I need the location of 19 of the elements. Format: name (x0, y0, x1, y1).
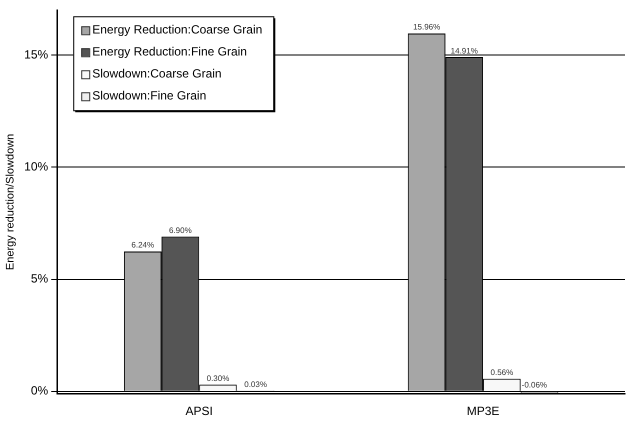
y-tick-label: 0% (30, 384, 49, 398)
y-tick-label: 10% (24, 159, 49, 174)
data-label: 0.03% (244, 380, 267, 389)
legend-label: Energy Reduction:Fine Grain (92, 44, 247, 59)
data-label: 0.30% (206, 374, 230, 383)
legend-label: Slowdown:Fine Grain (92, 88, 206, 103)
legend-label: Slowdown:Coarse Grain (92, 66, 222, 81)
data-label: 0.56% (490, 368, 514, 378)
data-label: 6.24% (131, 240, 154, 250)
data-label: 6.90% (169, 226, 192, 235)
legend-label: Energy Reduction:Coarse Grain (92, 22, 262, 37)
y-axis-title: Energy reduction/Slowdown (4, 134, 17, 270)
x-tick-label: APSI (185, 404, 213, 418)
x-tick-label: MP3E (466, 404, 500, 418)
data-label: 14.91% (450, 46, 478, 56)
y-tick-label: 5% (30, 272, 49, 286)
data-label: -0.06% (522, 380, 548, 390)
data-label: 15.96% (413, 22, 440, 32)
y-tick-label: 15% (24, 47, 49, 62)
